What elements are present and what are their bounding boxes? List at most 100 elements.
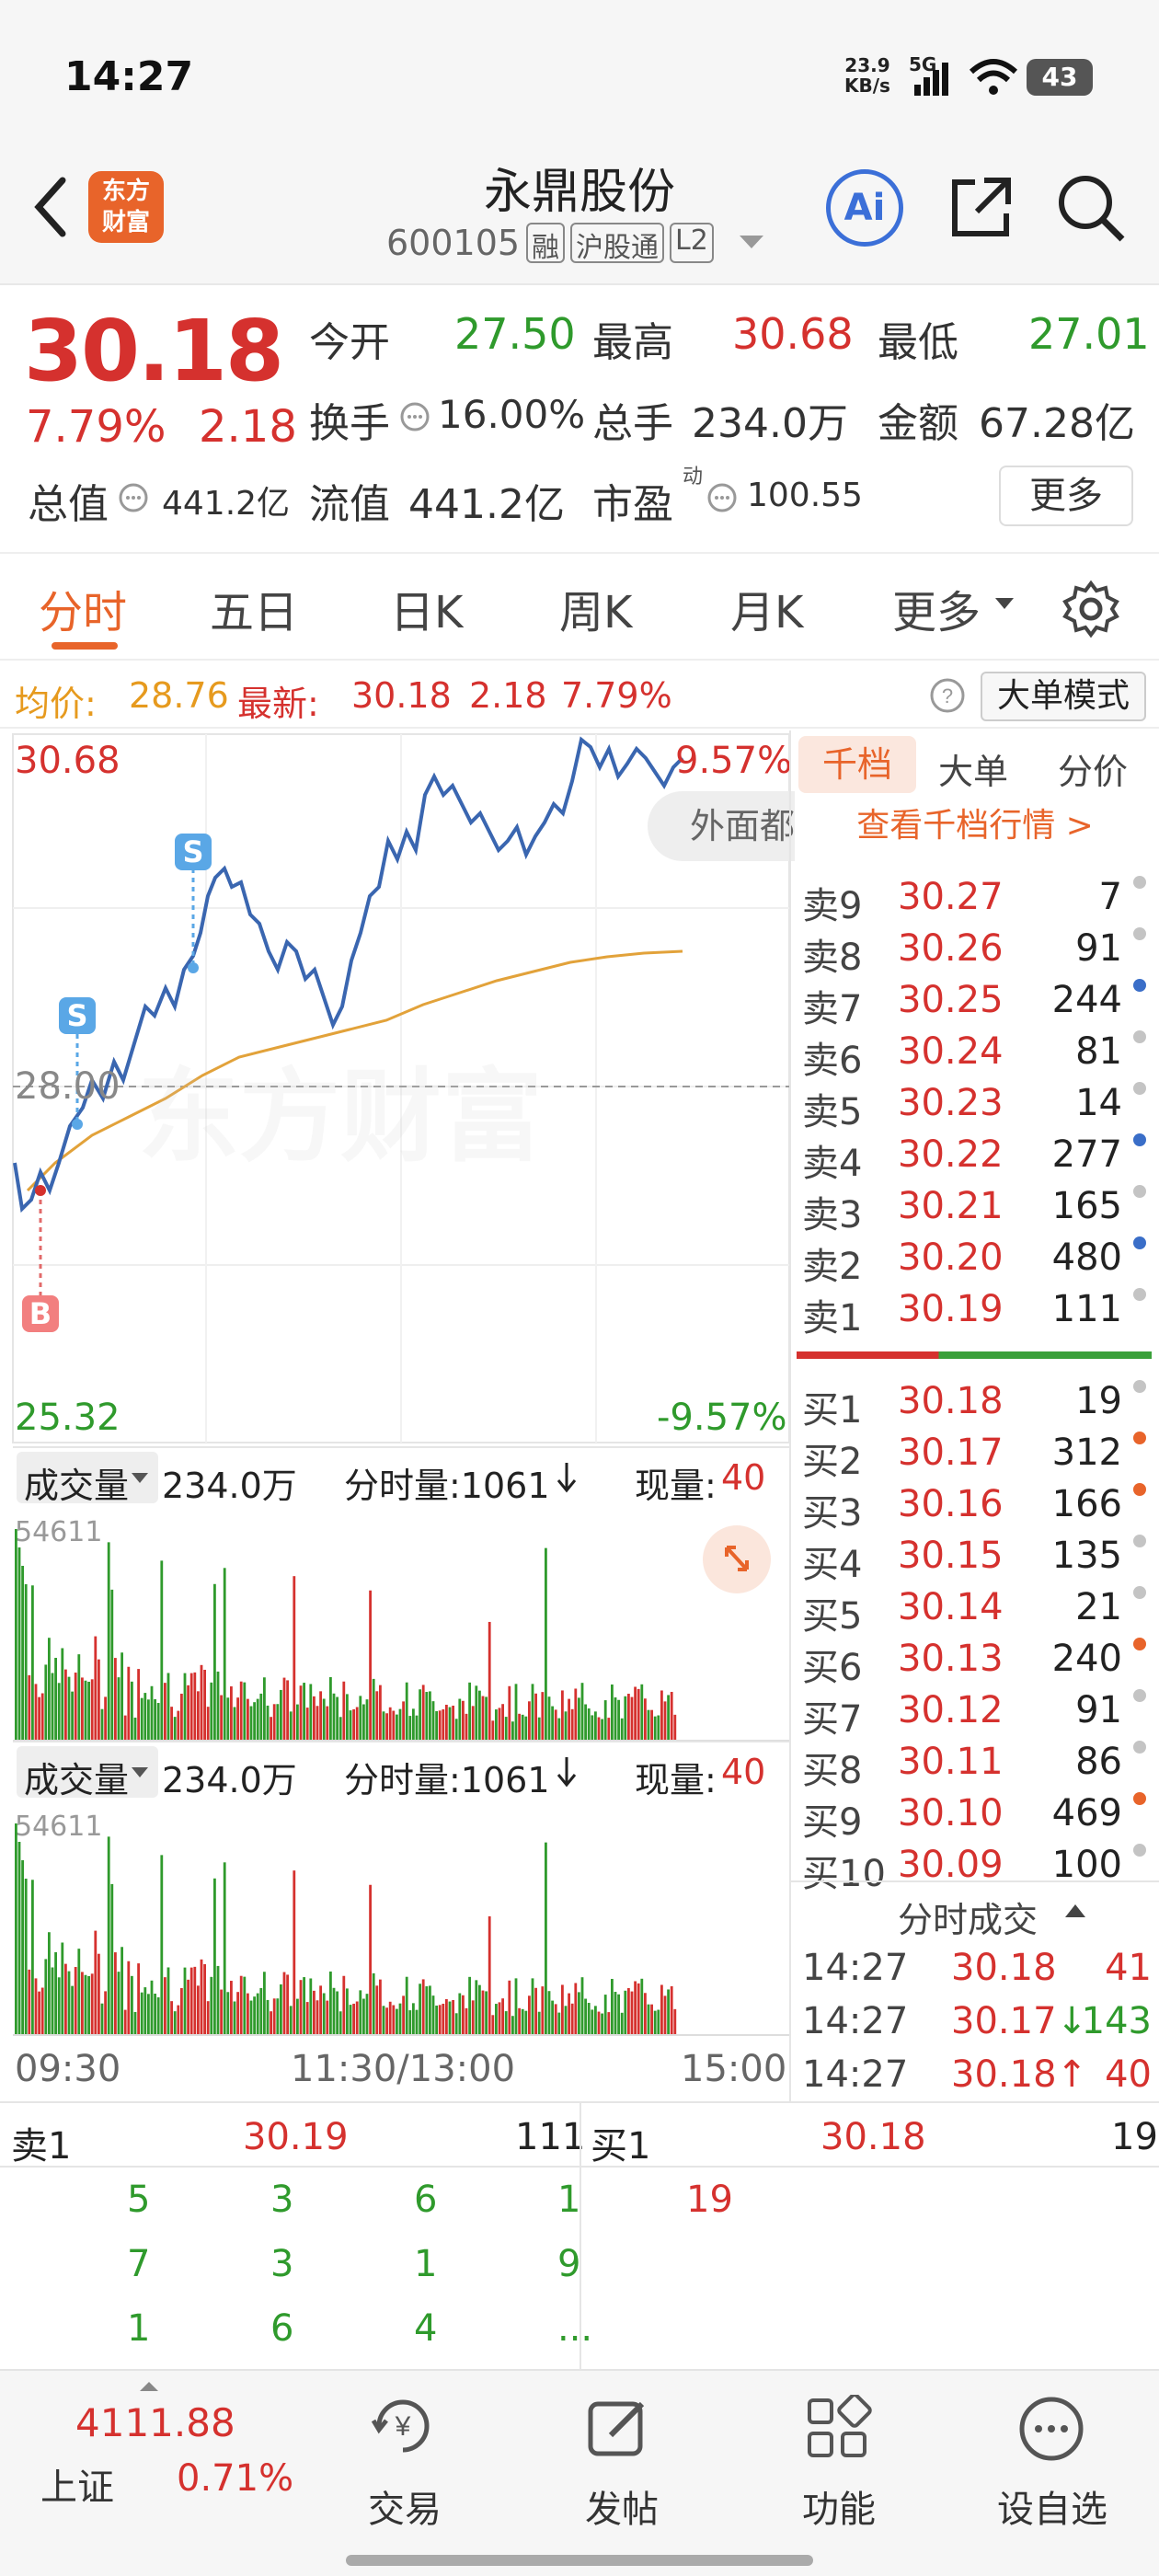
ask-row[interactable]: 卖3 30.21 165: [797, 1181, 1159, 1236]
quote-panel: 30.18 7.79% 2.18 今开 27.50 最高 30.68 最低 27…: [0, 287, 1159, 552]
ask-row[interactable]: 卖6 30.24 81: [797, 1027, 1159, 1082]
nav-post[interactable]: 发帖: [585, 2489, 659, 2531]
volume-bar: [534, 1987, 537, 2035]
volume-bar: [123, 2009, 127, 2035]
volume-bar: [349, 2005, 352, 2035]
volume-bar: [531, 1684, 534, 1741]
volume-bar: [528, 1701, 531, 1741]
ask-row[interactable]: 卖7 30.25 244: [797, 975, 1159, 1030]
queue-bid-cell: 19: [686, 2179, 733, 2221]
wifi-icon: [969, 59, 1018, 95]
bid-row[interactable]: 买6 30.13 240: [797, 1634, 1159, 1689]
volume-bar: [247, 1993, 249, 2035]
nav-trade[interactable]: 交易: [368, 2489, 442, 2531]
ask-row[interactable]: 卖9 30.27 7: [797, 872, 1159, 927]
nav-functions[interactable]: 功能: [802, 2489, 876, 2531]
volume-bar: [266, 1999, 270, 2035]
bid-row[interactable]: 买9 30.10 469: [797, 1788, 1159, 1844]
expand-button[interactable]: [703, 1525, 771, 1593]
sell-marker[interactable]: S: [175, 834, 212, 870]
back-icon[interactable]: [28, 175, 74, 239]
volume-bar: [388, 1707, 392, 1741]
pct-axis-min: -9.57%: [657, 1397, 787, 1439]
tab-week-k[interactable]: 周K: [559, 587, 633, 638]
volume-bar: [514, 1684, 518, 1741]
volume-bar: [554, 2004, 557, 2035]
volume-bar: [431, 1995, 435, 2035]
ask-row[interactable]: 卖2 30.20 480: [797, 1233, 1159, 1288]
settings-icon[interactable]: [1061, 580, 1120, 638]
volume-bar: [545, 1842, 547, 2035]
bid-row[interactable]: 买1 30.18 19: [797, 1376, 1159, 1432]
outside-promo-tab[interactable]: 外面都: [648, 791, 795, 861]
volume-bar: [263, 1972, 266, 2035]
now-volume-label: 现量:: [635, 1760, 717, 1800]
tab-big-order[interactable]: 大单: [938, 752, 1009, 792]
index-name[interactable]: 上证: [40, 2467, 114, 2509]
volume-bar: [223, 1862, 226, 2035]
volume-bar: [471, 1706, 475, 1741]
volume-bar: [425, 1692, 429, 1741]
volume-bar: [329, 1676, 332, 1741]
volume-bar: [617, 1994, 620, 2035]
info-icon[interactable]: [399, 401, 430, 432]
more-button[interactable]: 更多: [999, 466, 1133, 526]
volume-bar: [90, 1679, 94, 1741]
volume-bar: [216, 1671, 220, 1741]
home-indicator: [346, 2555, 813, 2566]
bid-row[interactable]: 买10 30.09 100: [797, 1840, 1159, 1895]
ai-button[interactable]: Ai: [826, 169, 903, 247]
volume-bar: [362, 1704, 365, 1741]
ask-row[interactable]: 卖8 30.26 91: [797, 924, 1159, 979]
volume-bar: [584, 1998, 587, 2035]
bid-row[interactable]: 买2 30.17 312: [797, 1428, 1159, 1483]
volume-bar: [597, 2011, 601, 2035]
info-icon[interactable]: [706, 482, 738, 513]
ask-row[interactable]: 卖1 30.19 111: [797, 1284, 1159, 1340]
bid-row[interactable]: 买8 30.11 86: [797, 1737, 1159, 1792]
tab-more[interactable]: 更多: [892, 587, 981, 638]
bid-row[interactable]: 买5 30.14 21: [797, 1582, 1159, 1638]
volume-bar: [332, 1693, 336, 1741]
sell-marker[interactable]: S: [59, 997, 96, 1034]
tab-five-day[interactable]: 五日: [210, 587, 299, 638]
volume-bar: [498, 2002, 501, 2035]
intraday-chart[interactable]: 东方财富 30.68 28.00 25.32 9.57% -9.57% 外面都 …: [0, 730, 795, 1443]
depth-link[interactable]: 查看千档行情 >: [856, 807, 1094, 845]
volume-value: 234.0万: [692, 400, 848, 447]
tab-price-dist[interactable]: 分价: [1058, 752, 1129, 792]
bid-row[interactable]: 买7 30.12 91: [797, 1685, 1159, 1741]
volume-selector[interactable]: [17, 1746, 158, 1798]
bid-row[interactable]: 买4 30.15 135: [797, 1531, 1159, 1586]
bid-row[interactable]: 买3 30.16 166: [797, 1479, 1159, 1535]
tab-depth[interactable]: 千档: [798, 736, 916, 793]
nav-add-watchlist[interactable]: 设自选: [997, 2489, 1107, 2531]
tab-intraday[interactable]: 分时: [39, 587, 128, 638]
ask-price: 30.22: [898, 1133, 1004, 1176]
ask-row[interactable]: 卖4 30.22 277: [797, 1130, 1159, 1185]
volume-bar: [408, 2010, 412, 2035]
tab-day-k[interactable]: 日K: [390, 587, 464, 638]
volume-bar: [591, 1715, 594, 1741]
search-icon[interactable]: [1054, 171, 1128, 245]
volume-selector[interactable]: [17, 1452, 158, 1503]
dropdown-icon[interactable]: [738, 234, 765, 252]
ticks-header[interactable]: 分时成交: [791, 1880, 1159, 1941]
share-icon[interactable]: [947, 173, 1016, 241]
buy-marker[interactable]: B: [22, 1295, 59, 1332]
eastmoney-logo[interactable]: 东方 财富: [88, 171, 164, 243]
index-value[interactable]: 4111.88: [75, 2400, 235, 2445]
tab-month-k[interactable]: 月K: [730, 587, 804, 638]
volume-bar: [597, 1717, 601, 1741]
volume-bar: [28, 1969, 31, 2035]
big-order-mode-button[interactable]: 大单模式: [981, 672, 1146, 721]
volume-panel-1: 成交量 234.0万 分时量:1061 现量: 40 54611: [0, 1444, 789, 1743]
volume-bar: [574, 1688, 578, 1741]
info-icon[interactable]: [118, 482, 149, 513]
ask-row[interactable]: 卖5 30.23 14: [797, 1078, 1159, 1133]
index-percent[interactable]: 0.71%: [177, 2457, 294, 2500]
volume-bar: [38, 1991, 40, 2035]
volume-bar: [143, 1987, 147, 2035]
help-icon[interactable]: ?: [929, 677, 966, 714]
volume-bar: [402, 1995, 405, 2035]
